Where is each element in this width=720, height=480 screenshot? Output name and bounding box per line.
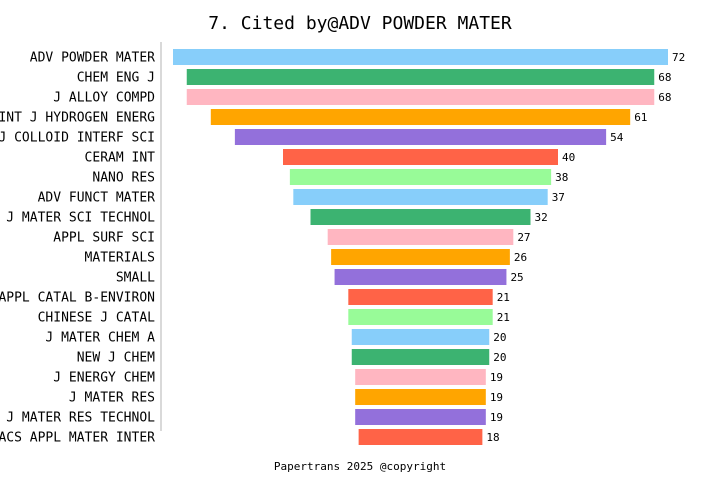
value-label: 54 — [610, 131, 624, 144]
bar — [331, 249, 510, 265]
category-label: J COLLOID INTERF SCI — [0, 131, 155, 146]
footer-copyright: Papertrans 2025 @copyright — [274, 460, 446, 473]
value-label: 25 — [510, 271, 523, 284]
value-label: 38 — [555, 171, 568, 184]
value-label: 40 — [562, 151, 575, 164]
value-label: 61 — [634, 111, 647, 124]
value-label: 37 — [552, 191, 565, 204]
category-label: APPL SURF SCI — [53, 231, 155, 246]
category-label: CHEM ENG J — [77, 71, 155, 86]
bar — [210, 109, 631, 125]
value-label: 68 — [658, 71, 671, 84]
bar — [358, 429, 483, 445]
category-label: J MATER RES TECHNOL — [6, 411, 155, 426]
value-label: 32 — [535, 211, 548, 224]
category-label: J MATER CHEM A — [45, 331, 155, 346]
bar — [351, 349, 490, 365]
value-label: 21 — [497, 311, 510, 324]
category-label: J ALLOY COMPD — [53, 91, 155, 106]
bar — [234, 129, 607, 145]
category-label: SMALL — [116, 271, 155, 286]
value-label: 68 — [658, 91, 671, 104]
category-label: ACS APPL MATER INTER — [0, 431, 155, 446]
value-label: 20 — [493, 331, 506, 344]
bar — [327, 229, 514, 245]
category-label: J MATER RES — [69, 391, 155, 406]
value-label: 19 — [490, 411, 503, 424]
value-label: 26 — [514, 251, 527, 264]
value-label: 19 — [490, 391, 503, 404]
category-label: J ENERGY CHEM — [53, 371, 155, 386]
bar — [186, 89, 655, 105]
value-label: 72 — [672, 51, 685, 64]
bar — [173, 49, 668, 65]
bar — [348, 289, 493, 305]
category-label: CHINESE J CATAL — [38, 311, 156, 326]
bar — [351, 329, 490, 345]
category-label: NANO RES — [92, 171, 155, 186]
bar — [289, 169, 552, 185]
category-label: ADV FUNCT MATER — [38, 191, 156, 206]
value-label: 27 — [517, 231, 530, 244]
value-label: 18 — [486, 431, 499, 444]
bar — [334, 269, 507, 285]
value-label: 20 — [493, 351, 506, 364]
category-label: ADV POWDER MATER — [30, 51, 155, 66]
bar — [348, 309, 493, 325]
category-label: J MATER SCI TECHNOL — [6, 211, 155, 226]
category-label: INT J HYDROGEN ENERG — [0, 111, 155, 126]
bar — [355, 369, 486, 385]
category-label: APPL CATAL B-ENVIRON — [0, 291, 155, 306]
category-label: CERAM INT — [85, 151, 156, 166]
chart-title: 7. Cited by@ADV POWDER MATER — [208, 13, 512, 34]
bar — [283, 149, 558, 165]
bar — [355, 389, 486, 405]
bar — [355, 409, 486, 425]
bar — [293, 189, 548, 205]
value-label: 21 — [497, 291, 510, 304]
bar — [186, 69, 655, 85]
value-label: 19 — [490, 371, 503, 384]
category-label: MATERIALS — [85, 251, 155, 266]
bar — [310, 209, 531, 225]
category-label: NEW J CHEM — [77, 351, 155, 366]
